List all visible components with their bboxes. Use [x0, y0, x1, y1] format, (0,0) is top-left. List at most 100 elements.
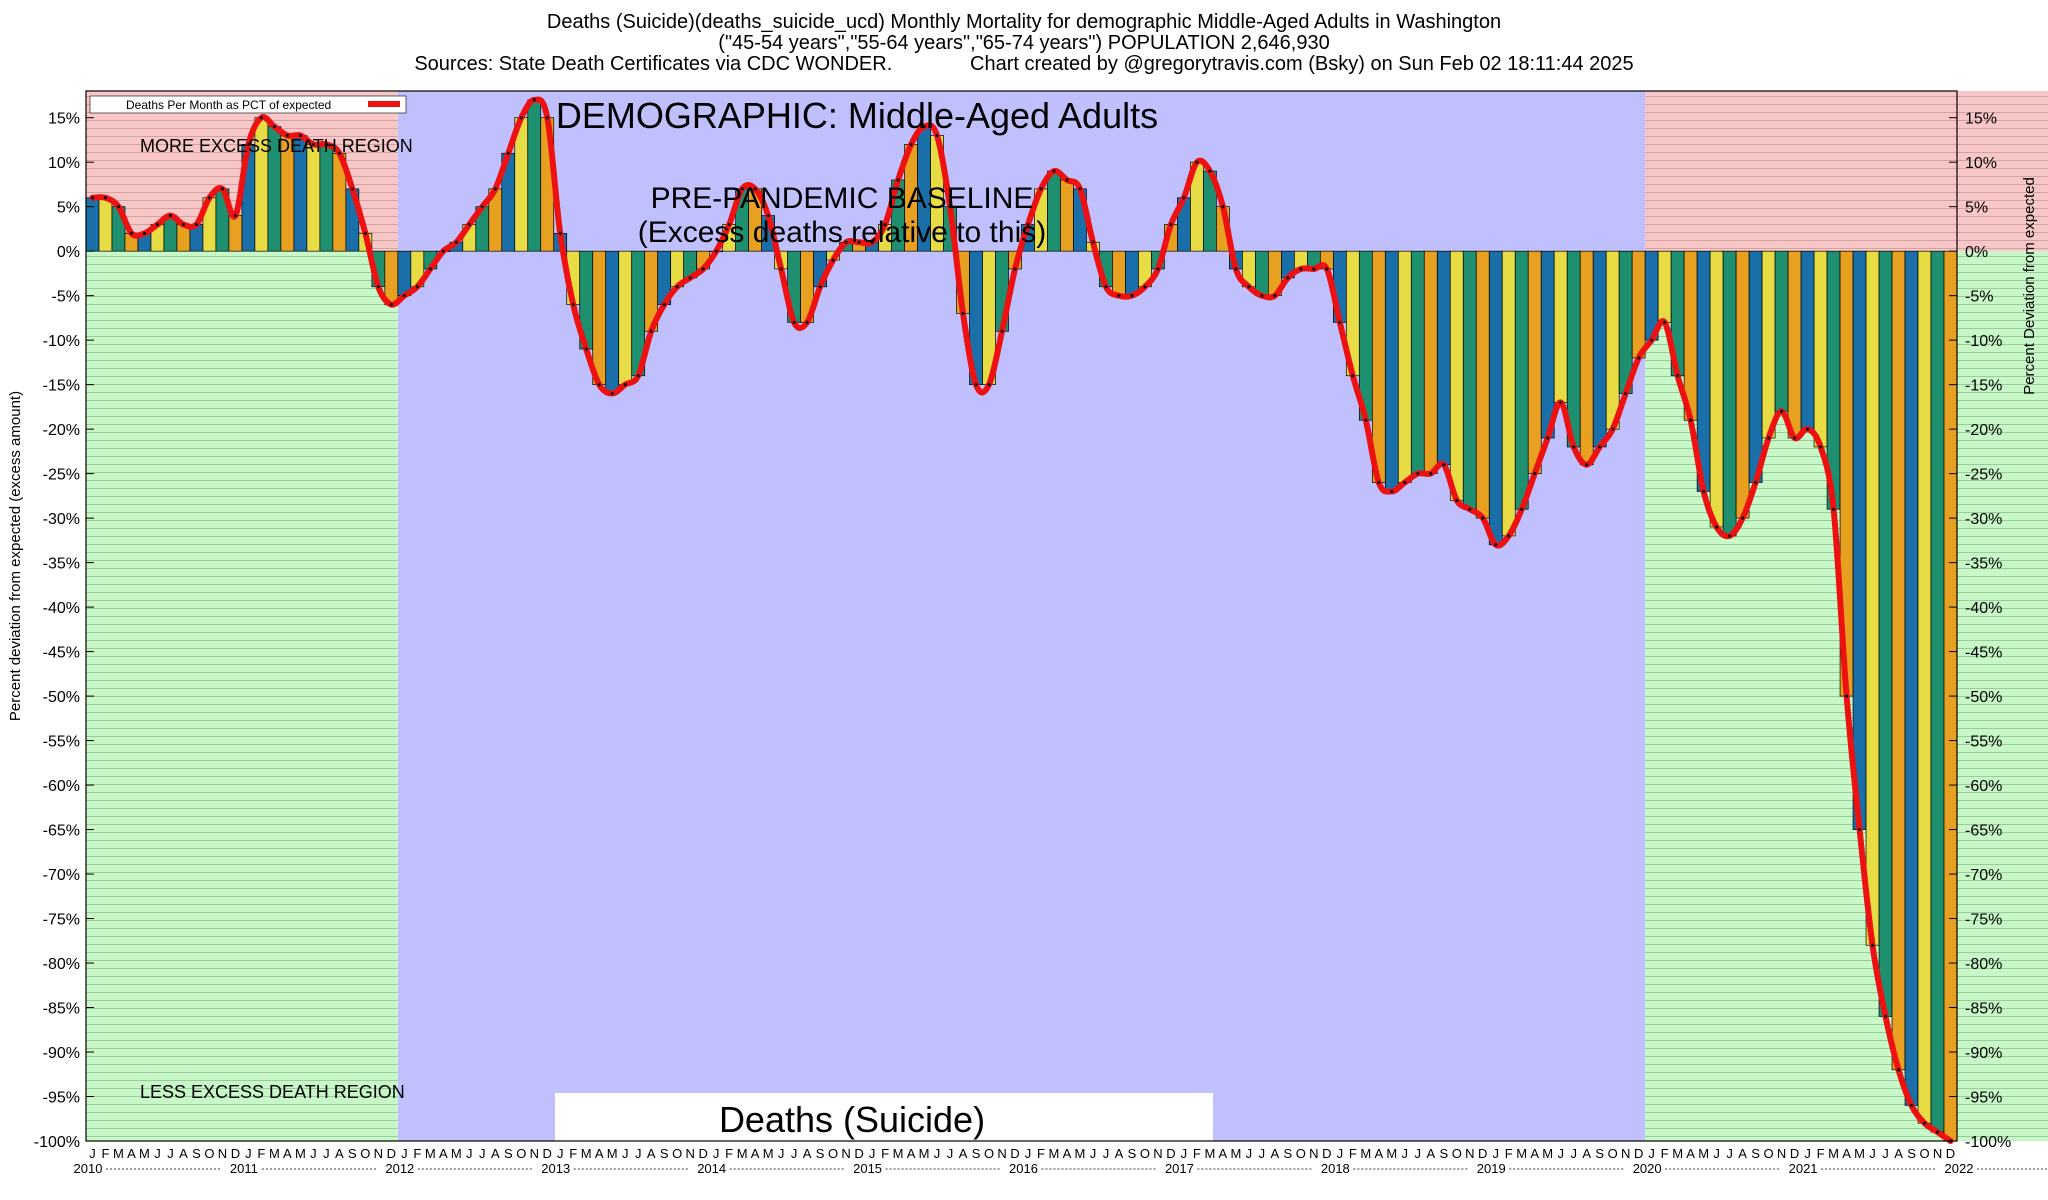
y-tick-label-left: -60% [43, 778, 80, 795]
trend-line-point [363, 231, 367, 235]
y-tick-label-right: 5% [1965, 200, 1988, 217]
data-bar [1930, 250, 1945, 1133]
data-bar [1397, 250, 1412, 483]
x-month-label: M [737, 1146, 748, 1161]
trend-line-point [1896, 1068, 1901, 1072]
x-month-label: J [557, 1146, 564, 1161]
x-month-label: S [1128, 1146, 1137, 1161]
x-month-label: A [1271, 1146, 1280, 1161]
y-axis-label-left: Percent deviation from expected (excess … [7, 391, 24, 721]
x-month-label: A [1582, 1146, 1591, 1161]
trend-line-point [1143, 285, 1147, 289]
x-month-label: M [451, 1146, 462, 1161]
trend-line-point [1676, 374, 1680, 378]
trend-line-point [610, 391, 614, 396]
x-year-label: 2016 [1009, 1161, 1038, 1176]
x-month-label: O [204, 1146, 214, 1161]
chart-heading: DEMOGRAPHIC: Middle-Aged Adults [556, 95, 1158, 136]
x-month-label: M [1204, 1146, 1215, 1161]
x-month-label: O [984, 1146, 994, 1161]
trend-line-point [1468, 507, 1472, 511]
data-bar [1527, 250, 1542, 474]
trend-line-point [1481, 516, 1485, 520]
chart-title-line-3: Sources: State Death Certificates via CD… [414, 53, 1634, 75]
trend-line-point [1922, 1121, 1927, 1125]
x-month-label: M [607, 1146, 618, 1161]
y-tick-label-left: -35% [43, 556, 80, 573]
x-month-label: N [1777, 1146, 1786, 1161]
x-month-label: A [491, 1146, 500, 1161]
y-tick-label-left: 0% [57, 244, 80, 261]
trend-line-point [636, 374, 640, 378]
x-month-label: F [1505, 1146, 1513, 1161]
trend-line-point [402, 294, 406, 298]
x-month-label: O [1764, 1146, 1774, 1161]
trend-line-point [1559, 400, 1563, 405]
trend-line-point [90, 196, 95, 200]
trend-line-point [701, 267, 705, 271]
x-month-label: D [1790, 1146, 1799, 1161]
trend-line-point [961, 311, 965, 316]
data-bar [1449, 250, 1464, 501]
chart-title-line-2: ("45-54 years","55-64 years","65-74 year… [718, 32, 1330, 54]
x-year-label: 2011 [230, 1161, 258, 1176]
x-month-label: J [791, 1146, 798, 1161]
x-month-label: J [934, 1146, 941, 1161]
y-tick-label-left: -30% [43, 511, 80, 528]
x-month-label: J [310, 1146, 317, 1161]
trend-line-point [714, 249, 718, 253]
y-tick-label-left: -15% [43, 378, 80, 395]
trend-line-point [1260, 294, 1264, 298]
x-year-label: 2017 [1165, 1161, 1194, 1176]
y-tick-label-left: -90% [43, 1045, 80, 1062]
x-month-label: J [1259, 1146, 1266, 1161]
x-month-label: J [89, 1146, 96, 1161]
x-month-label: D [231, 1146, 240, 1161]
x-month-label: J [1181, 1146, 1188, 1161]
data-bar [1475, 250, 1490, 519]
x-month-label: J [1869, 1146, 1876, 1161]
x-month-label: F [1037, 1146, 1045, 1161]
trend-line-point [1221, 205, 1225, 209]
trend-line-point [1299, 267, 1303, 271]
trend-line-point [597, 383, 601, 387]
x-month-label: D [1946, 1146, 1955, 1161]
trend-line-point [1052, 169, 1056, 173]
x-month-label: A [335, 1146, 344, 1161]
trend-line-point [1546, 436, 1550, 440]
x-month-label: J [401, 1146, 408, 1161]
trend-line-point [272, 124, 276, 129]
data-bar [1787, 250, 1802, 439]
trend-line-point [558, 231, 562, 235]
x-month-label: M [581, 1146, 592, 1161]
trend-line-point [1390, 489, 1394, 494]
x-month-label: J [1025, 1146, 1032, 1161]
x-month-label: J [869, 1146, 876, 1161]
x-month-label: J [1570, 1146, 1577, 1161]
trend-line-point [1377, 480, 1381, 485]
x-month-label: A [1063, 1146, 1072, 1161]
trend-line-point [727, 222, 731, 227]
trend-line-point [1883, 1014, 1888, 1019]
x-month-label: J [1713, 1146, 1720, 1161]
y-tick-label-right: -75% [1965, 912, 2002, 929]
trend-line-point [805, 320, 809, 324]
data-bar [98, 197, 113, 252]
x-month-label: J [622, 1146, 629, 1161]
trend-line-point [389, 302, 393, 307]
trend-line-point [1818, 445, 1823, 449]
trend-line-point [909, 142, 913, 146]
x-month-label: A [1426, 1146, 1435, 1161]
x-month-label: M [893, 1146, 904, 1161]
trend-line-point [623, 383, 627, 387]
trend-line-point [948, 205, 952, 209]
data-bar [1917, 250, 1932, 1124]
y-tick-label-right: -70% [1965, 867, 2002, 884]
x-month-label: J [1882, 1146, 1889, 1161]
trend-line-point [324, 142, 328, 146]
trend-line-point [1065, 178, 1069, 182]
trend-line-point [1494, 543, 1498, 547]
x-month-label: A [907, 1146, 916, 1161]
x-month-label: N [997, 1146, 1006, 1161]
trend-line-point [545, 116, 549, 120]
